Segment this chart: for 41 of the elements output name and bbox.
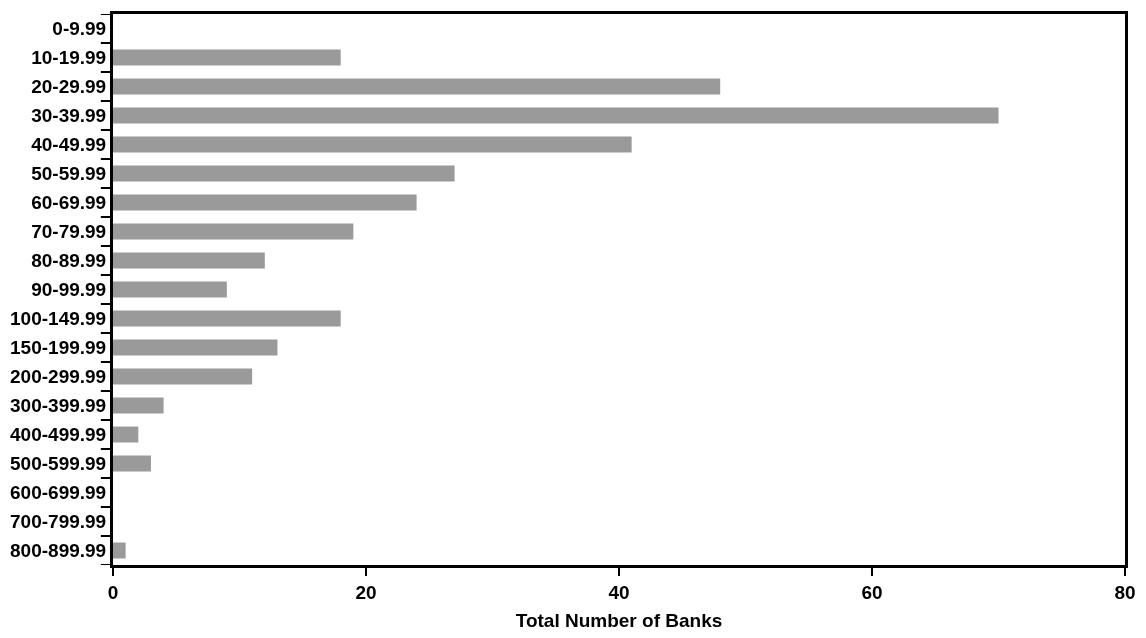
y-tick-label: 70-79.99 — [31, 221, 107, 243]
y-tick-label: 20-29.99 — [31, 76, 107, 98]
bar — [113, 136, 632, 153]
y-tick-label: 60-69.99 — [31, 192, 107, 214]
y-tick-label: 40-49.99 — [31, 134, 107, 156]
bar — [113, 339, 278, 356]
bar — [113, 426, 139, 443]
y-tick-label: 700-799.99 — [10, 511, 107, 533]
y-tick-label: 90-99.99 — [31, 279, 107, 301]
x-tick-label: 80 — [1114, 581, 1136, 603]
x-axis-title: Total Number of Banks — [515, 609, 723, 631]
y-tick-label: 200-299.99 — [10, 366, 107, 388]
y-tick-label: 0-9.99 — [52, 18, 107, 40]
bar — [113, 368, 253, 385]
y-tick-label: 600-699.99 — [10, 482, 107, 504]
x-tick-label: 60 — [861, 581, 883, 603]
x-tick-label: 40 — [608, 581, 630, 603]
y-tick-label: 800-899.99 — [10, 540, 107, 562]
y-tick-label: 50-59.99 — [31, 163, 107, 185]
y-tick-label: 30-39.99 — [31, 105, 107, 127]
y-tick-label: 10-19.99 — [31, 47, 107, 69]
bar — [113, 397, 164, 414]
bar — [113, 542, 126, 559]
bar — [113, 223, 354, 240]
bar — [113, 252, 265, 269]
bar — [113, 49, 341, 66]
y-tick-label: 80-89.99 — [31, 250, 107, 272]
y-tick-label: 100-149.99 — [10, 308, 107, 330]
y-tick-label: 500-599.99 — [10, 453, 107, 475]
x-tick-label: 0 — [107, 581, 119, 603]
y-tick-label: 400-499.99 — [10, 424, 107, 446]
bar — [113, 310, 341, 327]
bar — [113, 107, 999, 124]
x-tick-label: 20 — [355, 581, 377, 603]
y-tick-label: 150-199.99 — [10, 337, 107, 359]
bar — [113, 455, 151, 472]
bar — [113, 194, 417, 211]
bar — [113, 281, 227, 298]
y-tick-label: 300-399.99 — [10, 395, 107, 417]
bar — [113, 165, 455, 182]
bar — [113, 78, 721, 95]
